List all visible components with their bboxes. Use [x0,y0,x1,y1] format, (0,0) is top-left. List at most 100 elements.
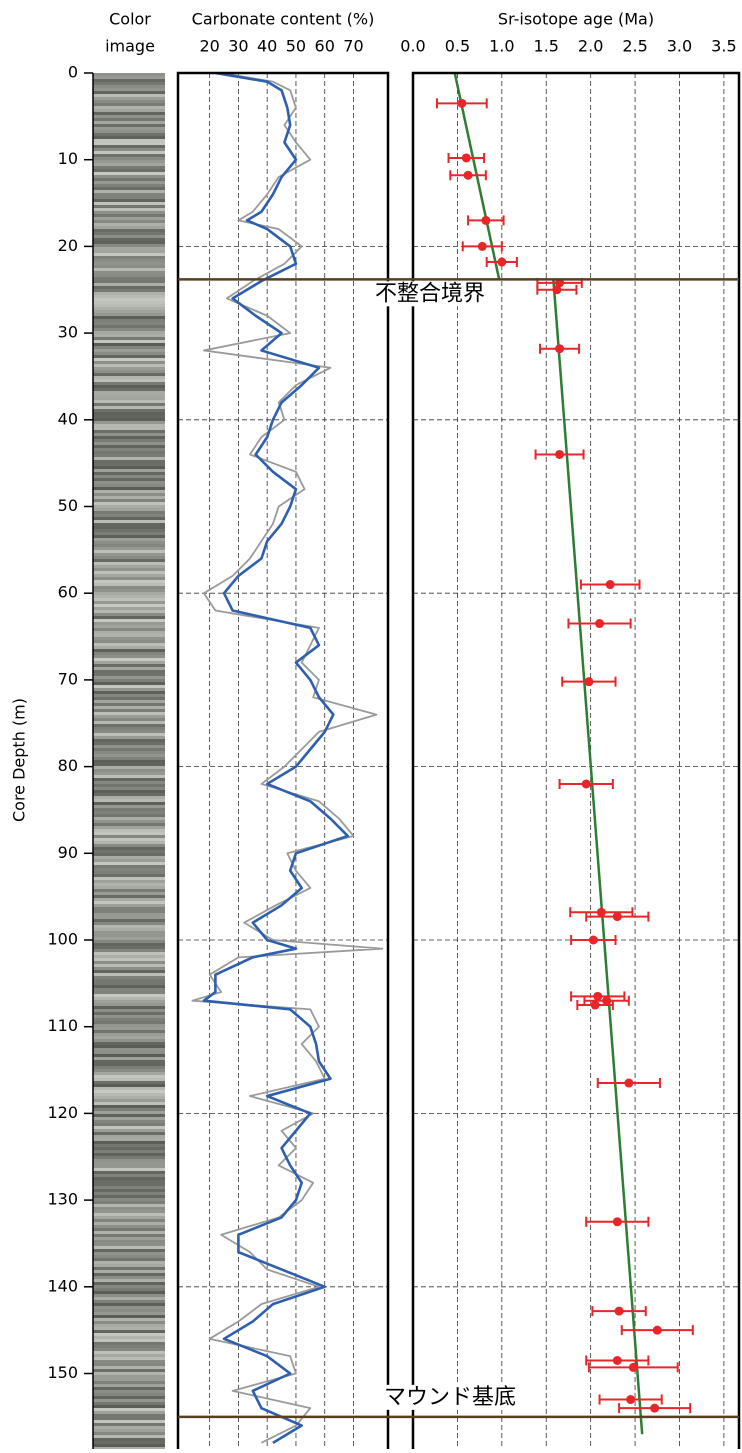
core-band [93,361,165,364]
core-band [93,808,165,811]
core-band [93,325,165,328]
core-band [93,973,165,976]
core-band [93,1342,165,1345]
core-band [93,241,165,244]
core-band [93,1318,165,1321]
core-band [93,184,165,187]
core-band [93,742,165,745]
core-band [93,571,165,574]
y-tick-label: 10 [58,149,78,168]
core-band [93,766,165,769]
core-band [93,535,165,538]
core-band [93,946,165,949]
core-band [93,898,165,901]
core-band [93,871,165,874]
core-band [93,379,165,382]
y-tick-label: 40 [58,409,78,428]
core-band [93,970,165,973]
core-band [93,1378,165,1381]
core-band [93,268,165,271]
core-band [93,502,165,505]
core-band [93,829,165,832]
core-band [93,1198,165,1201]
core-band [93,1159,165,1162]
y-tick-label: 120 [47,1103,78,1122]
x-tick-label: 3.0 [667,37,692,56]
core-band [93,1426,165,1429]
age-point [602,996,612,1006]
core-band [93,553,165,556]
core-band [93,229,165,232]
core-band [93,1033,165,1036]
x-tick-label: 60 [315,37,335,56]
core-band [93,163,165,166]
core-band [93,1138,165,1141]
core-band [93,1255,165,1258]
core-band [93,343,165,346]
core-band [93,472,165,475]
age-point [593,991,603,1001]
core-band [93,1090,165,1093]
core-band [93,799,165,802]
core-band [93,1177,165,1180]
core-band [93,85,165,88]
core-band [93,136,165,139]
core-band [93,1300,165,1303]
core-band [93,916,165,919]
core-band [93,865,165,868]
core-band [93,265,165,268]
core-band [93,388,165,391]
core-band [93,739,165,742]
core-band [93,880,165,883]
core-band [93,1078,165,1081]
core-band [93,613,165,616]
core-band [93,997,165,1000]
core-band [93,253,165,256]
core-band [93,1108,165,1111]
core-band [93,1168,165,1171]
core-band [93,1345,165,1348]
core-band [93,1180,165,1183]
core-band [93,733,165,736]
core-band [93,487,165,490]
core-band [93,631,165,634]
core-band [93,760,165,763]
core-band [93,835,165,838]
core-band [93,247,165,250]
age-point [628,1362,638,1372]
core-band [93,934,165,937]
core-band [93,1273,165,1276]
core-band [93,187,165,190]
core-band [93,544,165,547]
core-band [93,838,165,841]
core-band [93,1018,165,1021]
core-band [93,1240,165,1243]
core-band [93,1303,165,1306]
core-band [93,844,165,847]
core-band [93,814,165,817]
core-band [93,1123,165,1126]
core-band [93,469,165,472]
core-band [93,1315,165,1318]
core-band [93,496,165,499]
core-band [93,1384,165,1387]
core-band [93,355,165,358]
core-band [93,1387,165,1390]
core-band [93,580,165,583]
core-band [93,1399,165,1402]
core-band [93,940,165,943]
core-band [93,883,165,886]
core-band [93,1057,165,1060]
core-band [93,550,165,553]
x-tick-label: 1.0 [489,37,514,56]
core-band [93,160,165,163]
core-band [93,847,165,850]
core-band [93,313,165,316]
core-band [93,736,165,739]
core-band [93,907,165,910]
core-band [93,1339,165,1342]
core-band [93,1051,165,1054]
core-band [93,106,165,109]
core-band [93,985,165,988]
age-point [612,912,622,922]
